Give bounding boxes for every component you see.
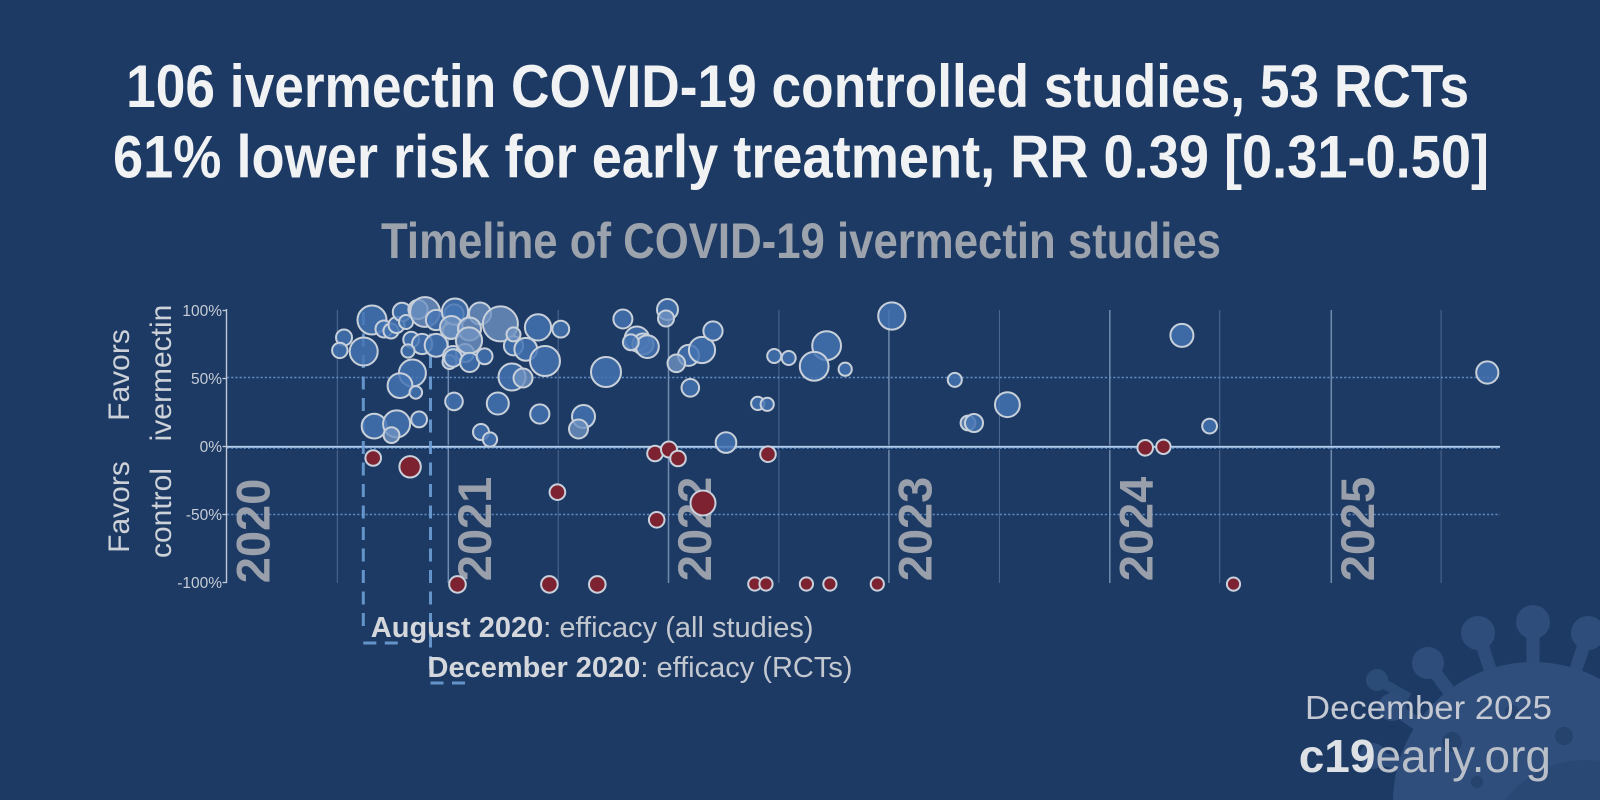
svg-text:Favors: Favors [103, 329, 136, 421]
svg-text:2024: 2024 [1109, 477, 1162, 582]
svg-text:50%: 50% [191, 371, 222, 388]
svg-text:100%: 100% [182, 303, 222, 320]
svg-text:c19early.org: c19early.org [1299, 730, 1551, 782]
svg-text:106 ivermectin COVID-19 contro: 106 ivermectin COVID-19 controlled studi… [126, 53, 1469, 120]
svg-text:2022: 2022 [668, 477, 721, 582]
svg-text:August 2020: efficacy (all stu: August 2020: efficacy (all studies) [371, 612, 814, 644]
svg-text:2023: 2023 [888, 477, 941, 582]
svg-text:2021: 2021 [448, 477, 501, 582]
svg-text:2025: 2025 [1331, 477, 1384, 582]
svg-text:2020: 2020 [227, 479, 280, 584]
svg-text:December 2020: efficacy (RCTs): December 2020: efficacy (RCTs) [428, 652, 853, 684]
svg-text:Timeline of COVID-19 ivermecti: Timeline of COVID-19 ivermectin studies [381, 213, 1221, 269]
svg-text:ivermectin: ivermectin [145, 305, 178, 442]
svg-text:61% lower risk for early treat: 61% lower risk for early treatment, RR 0… [113, 124, 1489, 191]
svg-text:-50%: -50% [186, 507, 222, 524]
svg-text:-100%: -100% [177, 575, 222, 592]
svg-text:control: control [145, 468, 178, 558]
svg-text:Favors: Favors [103, 461, 136, 553]
svg-text:December 2025: December 2025 [1305, 689, 1552, 726]
svg-text:0%: 0% [200, 439, 223, 456]
